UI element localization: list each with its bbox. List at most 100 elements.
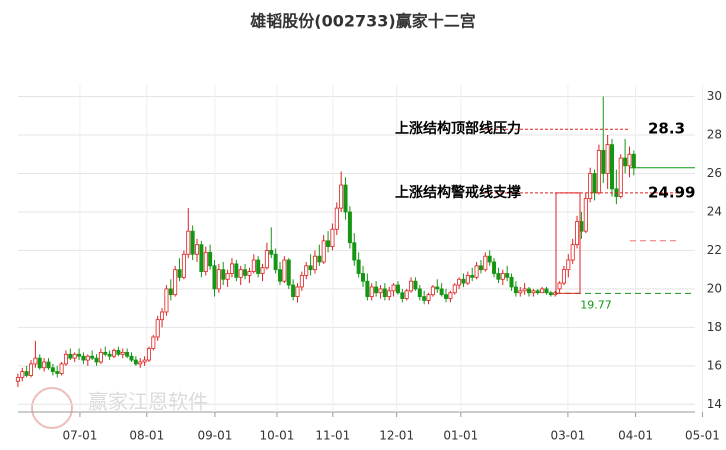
candle-body xyxy=(278,269,283,282)
candle-body xyxy=(221,269,226,280)
candle-body xyxy=(352,242,357,261)
x-tick-label: 08-01 xyxy=(129,429,164,443)
candle-body xyxy=(500,273,505,280)
candle-body xyxy=(286,259,291,286)
candle-body xyxy=(561,269,566,284)
candle-body xyxy=(42,361,47,369)
candle-body xyxy=(444,294,449,299)
candle-body xyxy=(155,319,160,338)
candle-body xyxy=(190,230,195,255)
candle-body xyxy=(107,353,112,357)
candle-body xyxy=(509,276,514,288)
candle-body xyxy=(404,290,409,299)
x-tick-label: 12-01 xyxy=(379,429,414,443)
candle-body xyxy=(33,357,38,365)
candle-body xyxy=(347,211,352,244)
candle-body xyxy=(295,286,300,297)
candle-body xyxy=(531,290,536,294)
candle-body xyxy=(24,371,29,376)
candle-body xyxy=(37,357,42,369)
x-tick-label: 10-01 xyxy=(260,429,295,443)
candle-body xyxy=(326,240,331,247)
resistance-label: 上涨结构顶部线压力 xyxy=(395,120,521,137)
candle-body xyxy=(46,361,51,369)
structure-box xyxy=(555,192,581,294)
candle-body xyxy=(374,286,379,294)
candle-body xyxy=(251,259,256,272)
candle-body xyxy=(186,230,191,255)
y-tick-label: 16 xyxy=(707,358,722,372)
x-tick-label: 05-01 xyxy=(685,429,720,443)
candle-body xyxy=(234,263,239,278)
candle-body xyxy=(81,355,86,361)
candle-body xyxy=(356,259,361,274)
candle-body xyxy=(77,353,82,357)
candle-body xyxy=(513,286,518,294)
candle-body xyxy=(94,357,99,363)
candle-body xyxy=(588,173,593,199)
candle-body xyxy=(596,149,601,194)
candle-body xyxy=(312,255,317,271)
candle-body xyxy=(426,294,431,301)
candle-body xyxy=(72,353,77,359)
candle-body xyxy=(400,292,405,299)
x-tick-label: 04-01 xyxy=(618,429,653,443)
candle-body xyxy=(330,228,335,247)
candle-body xyxy=(225,273,230,280)
candle-body xyxy=(430,286,435,296)
candle-body xyxy=(142,359,147,363)
candle-body xyxy=(557,282,562,290)
support-label: 上涨结构警戒线支撑 xyxy=(395,184,521,201)
candle-body xyxy=(387,290,392,297)
candle-body xyxy=(465,275,470,284)
candle-body xyxy=(112,350,117,357)
candle-body xyxy=(15,376,20,382)
chart-title: 雄韬股份(002733)赢家十二宫 xyxy=(249,12,475,31)
candle-body xyxy=(483,255,488,271)
candle-body xyxy=(548,292,553,296)
candle-body xyxy=(566,259,571,271)
candle-body xyxy=(304,265,309,276)
watermark-logo xyxy=(31,387,73,429)
candle-body xyxy=(181,253,186,278)
candle-body xyxy=(133,359,138,365)
candle-body xyxy=(592,173,597,194)
candle-body xyxy=(90,355,95,359)
candle-body xyxy=(339,184,344,209)
y-tick-label: 20 xyxy=(707,281,722,295)
candle-body xyxy=(317,255,322,263)
candle-body xyxy=(120,351,125,355)
low-value: 19.77 xyxy=(580,298,612,311)
candle-body xyxy=(195,244,200,255)
candle-body xyxy=(610,144,615,190)
x-tick-label: 09-01 xyxy=(197,429,232,443)
candle-body xyxy=(212,265,217,290)
candle-body xyxy=(422,296,427,301)
candle-body xyxy=(138,361,143,365)
candle-body xyxy=(85,355,90,361)
candle-body xyxy=(618,157,623,197)
candle-body xyxy=(391,284,396,292)
candle-body xyxy=(527,288,532,294)
candle-body xyxy=(605,144,610,174)
candle-body xyxy=(470,275,475,278)
candle-body xyxy=(247,271,252,276)
candle-body xyxy=(435,286,440,290)
candle-body xyxy=(627,153,632,167)
candle-body xyxy=(522,288,527,292)
candle-body xyxy=(575,221,580,246)
candle-body xyxy=(365,280,370,297)
y-tick-label: 28 xyxy=(707,128,722,142)
candle-body xyxy=(452,284,457,294)
x-tick-label: 01-01 xyxy=(443,429,478,443)
candle-body xyxy=(151,336,156,349)
candle-body xyxy=(50,367,55,373)
y-tick-label: 26 xyxy=(707,166,722,180)
candle-body xyxy=(378,288,383,294)
candle-body xyxy=(570,244,575,261)
candle-body xyxy=(282,259,287,282)
candle-body xyxy=(583,198,588,232)
candle-body xyxy=(409,280,414,292)
candle-body xyxy=(478,265,483,271)
